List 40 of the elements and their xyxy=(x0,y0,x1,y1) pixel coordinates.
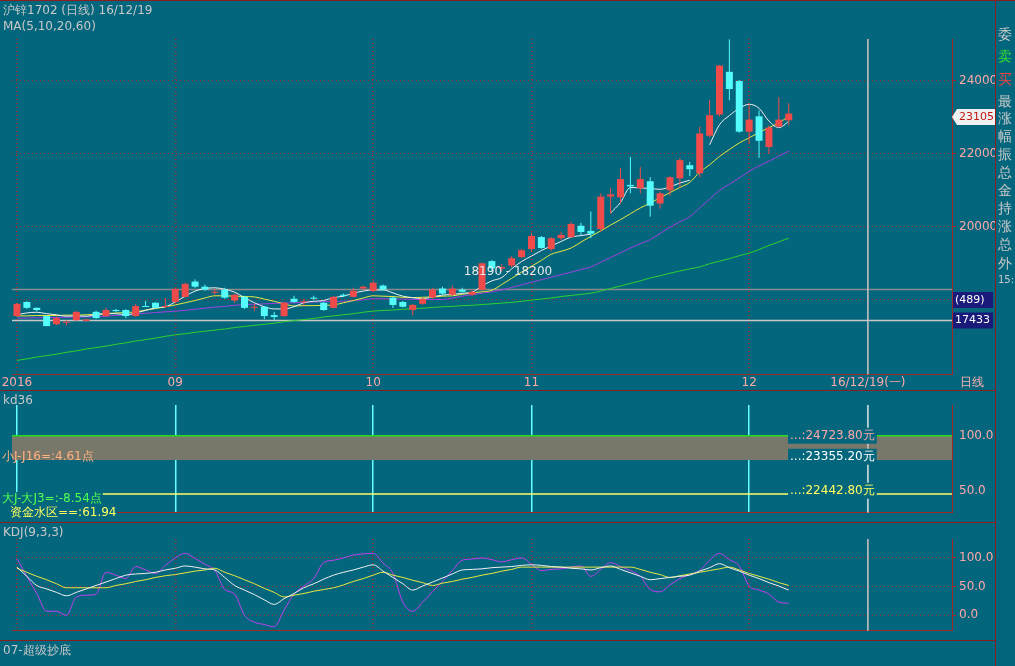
x-tick-label: 09 xyxy=(167,374,183,389)
text: 07-超级抄底 xyxy=(3,643,71,657)
text: 委 xyxy=(998,26,1012,42)
x-tick-label: 12 xyxy=(741,374,757,389)
annotation: 大J-大J3=:-8.54点 xyxy=(2,491,102,506)
text: 总 xyxy=(998,236,1012,252)
y-tick-label: 50.0 xyxy=(959,578,986,593)
annotation: ...:22442.80元 xyxy=(790,482,875,497)
chart-title: 沪锌1702 (日线) 16/12/19 xyxy=(3,3,153,17)
ref-line-label: 17433 xyxy=(955,313,990,327)
x-tick-label: 11 xyxy=(523,374,540,389)
text: (489) xyxy=(955,292,985,306)
text: 总 xyxy=(998,164,1012,180)
chart-title: KDJ(9,3,3) xyxy=(3,525,64,539)
y-tick-label: 50.0 xyxy=(959,482,986,497)
text: 外 xyxy=(998,255,1012,271)
annotation: 小J-J16=:4.61点 xyxy=(2,449,94,464)
annotation: ...:24723.80元 xyxy=(790,427,875,442)
y-tick-label: 100.0 xyxy=(959,550,994,565)
text: 15: xyxy=(998,273,1015,287)
chart-subtitle: MA(5,10,20,60) xyxy=(3,19,96,33)
text: 卖 xyxy=(998,48,1012,64)
chart-title: kd36 xyxy=(3,393,33,407)
text: 23105 xyxy=(959,109,994,123)
y-tick-label: 100.0 xyxy=(959,427,994,442)
text: 持 xyxy=(998,200,1012,216)
x-tick-label: 10 xyxy=(365,374,381,389)
y-tick-label: 0.0 xyxy=(959,607,979,622)
text: 涨 xyxy=(998,110,1012,126)
x-tick-label: 2016 xyxy=(1,374,33,389)
text: 涨 xyxy=(998,218,1012,234)
annotation: 资金水区==:61.94 xyxy=(10,505,117,520)
text: 幅 xyxy=(998,128,1012,144)
text: 最 xyxy=(998,93,1012,109)
x-tick-label: 16/12/19(一) xyxy=(830,374,906,389)
annotation: ...:23355.20元 xyxy=(790,448,875,463)
text: 日线 xyxy=(960,375,984,390)
text: 买 xyxy=(998,71,1012,87)
text: 金 xyxy=(998,182,1012,198)
text: 振 xyxy=(998,146,1012,162)
